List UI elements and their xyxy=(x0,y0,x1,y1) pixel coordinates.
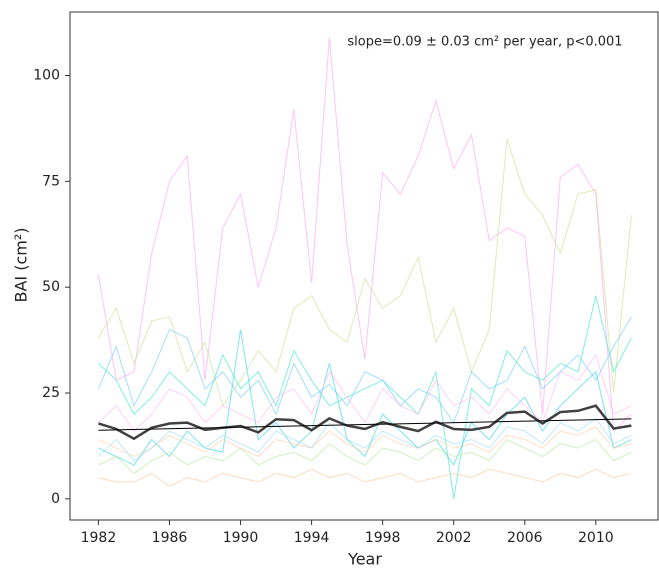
x-tick-label: 2002 xyxy=(436,530,472,546)
annotation: slope=0.09 ± 0.03 cm² per year, p<0.001 xyxy=(347,35,622,50)
tree-line xyxy=(98,329,632,466)
x-tick-label: 1986 xyxy=(152,530,188,546)
x-tick-label: 1990 xyxy=(223,530,259,546)
x-tick-label: 1998 xyxy=(365,530,401,546)
y-tick-label: 75 xyxy=(42,173,60,189)
tree-line xyxy=(98,438,632,475)
tree-line xyxy=(98,426,632,458)
x-tick-label: 1982 xyxy=(81,530,117,546)
mean-line xyxy=(98,404,632,441)
tree-line xyxy=(97,37,632,433)
tree-line xyxy=(98,295,632,499)
tree-line xyxy=(98,417,632,462)
x-tick-label: 2010 xyxy=(578,530,614,546)
y-tick-label: 100 xyxy=(33,68,60,84)
tree-line xyxy=(98,353,632,432)
tree-line xyxy=(97,316,632,424)
x-tick-label: 1994 xyxy=(294,530,330,546)
tree-line xyxy=(98,468,632,487)
x-tick-label: 2006 xyxy=(507,530,543,546)
y-tick-label: 50 xyxy=(42,279,60,295)
y-tick-label: 25 xyxy=(42,385,60,401)
x-axis-label: Year xyxy=(347,550,382,569)
y-tick-label: 0 xyxy=(51,491,60,507)
y-axis-label: BAI (cm²) xyxy=(12,227,31,302)
plot-frame xyxy=(69,11,659,521)
trend-line xyxy=(98,418,632,431)
tree-line xyxy=(97,138,632,407)
